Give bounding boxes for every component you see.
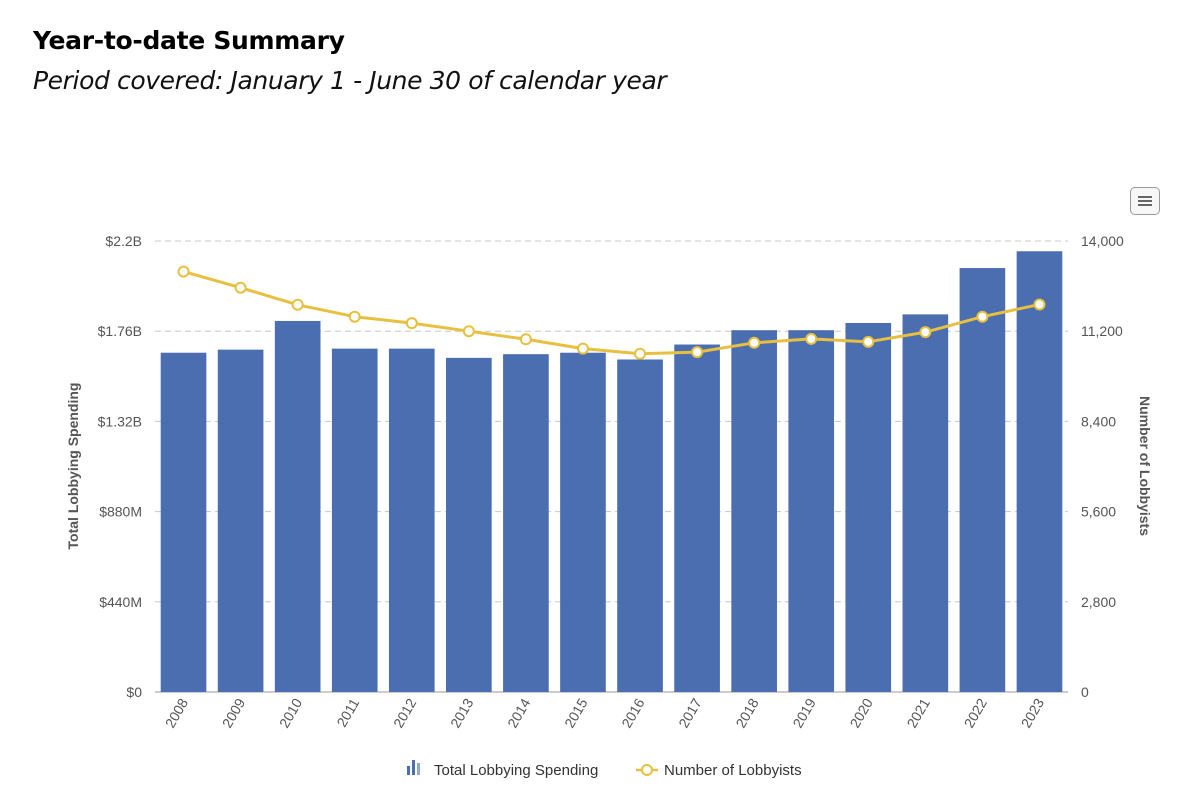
x-tick-label: 2012 [390,695,420,730]
legend-label-lobbyists: Number of Lobbyists [664,762,802,779]
lobbying-chart: $0 $440M $880M $1.32B $1.76B $2.2B 0 2,800 5,60… [65,233,1153,779]
right-tick-label: 8,400 [1081,413,1116,429]
lobbyists-point-2009 [234,281,247,294]
left-tick-label: $880M [99,504,142,520]
lobbyists-point-2016 [634,347,647,360]
x-tick-label: 2022 [961,695,991,730]
lobbyists-point-2017 [691,346,704,359]
left-tick-label: $0 [126,684,142,700]
left-tick-label: $440M [99,594,142,610]
points-layer [177,265,1046,360]
x-tick-label: 2015 [561,695,591,730]
bar-2023 [1016,251,1063,692]
menu-icon-line [1138,196,1152,198]
lobbyists-point-2022 [976,310,989,323]
lobbyists-point-2020 [862,335,875,348]
lobbyists-point-2021 [919,326,932,339]
line-layer [182,270,1041,356]
page-subheading: Period covered: January 1 - June 30 of c… [33,66,667,95]
x-tick-label: 2021 [904,695,934,730]
legend-bar-icon [417,763,420,775]
x-tick-label: 2011 [333,695,362,729]
lobbyists-point-2010 [291,298,304,311]
right-axis-ticks: 0 2,800 5,600 8,400 11,200 14,000 [1081,233,1124,700]
bar-2020 [845,323,892,692]
y2-axis-label: Number of Lobbyists [1137,396,1153,536]
x-tick-label: 2013 [447,695,477,730]
lobbyists-point-2023 [1033,298,1046,311]
lobbyists-point-2014 [519,333,532,346]
chart-container: $0 $440M $880M $1.32B $1.76B $2.2B 0 2,800 5,60… [0,220,1200,803]
legend-item-lobbyists[interactable]: Number of Lobbyists [636,762,802,779]
bar-2019 [788,330,835,692]
lobbyists-point-2015 [576,342,589,355]
menu-icon-line [1138,200,1152,202]
bar-2012 [388,348,435,692]
bar-2021 [902,314,949,692]
x-tick-label: 2009 [219,695,249,730]
lobbyists-point-2018 [748,336,761,349]
right-tick-label: 11,200 [1081,323,1123,339]
x-tick-label: 2018 [732,695,762,730]
x-axis-ticks: 2008 2009 2010 2011 2012 2013 2014 2015 2016 2017… [162,695,1047,730]
bar-2010 [274,320,321,692]
legend-bar-icon [412,760,415,775]
lobbyists-line [182,270,1041,356]
x-tick-label: 2020 [846,695,876,730]
left-tick-label: $1.32B [98,413,142,429]
bar-2009 [217,349,264,692]
right-tick-label: 5,600 [1081,504,1116,520]
x-tick-label: 2010 [276,695,306,730]
lobbyists-point-2008 [177,265,190,278]
x-tick-label: 2016 [618,695,648,730]
legend-item-spending[interactable]: Total Lobbying Spending [407,760,598,779]
bar-2018 [731,330,777,692]
right-tick-label: 0 [1081,684,1089,700]
bars-layer [160,251,1063,692]
left-tick-label: $1.76B [98,323,142,339]
bar-2013 [446,357,492,692]
x-tick-label: 2017 [675,695,705,730]
legend-bar-icon [407,766,410,775]
bar-2022 [959,268,1006,692]
lobbyists-point-2011 [348,310,361,323]
bar-2016 [617,359,663,692]
left-tick-label: $2.2B [105,233,142,249]
y-axis-label: Total Lobbying Spending [65,383,81,550]
lobbyists-point-2019 [805,332,818,345]
left-axis-ticks: $0 $440M $880M $1.32B $1.76B $2.2B [98,233,143,700]
bar-2014 [503,354,549,692]
right-tick-label: 2,800 [1081,594,1116,610]
right-tick-label: 14,000 [1081,233,1124,249]
legend-label-spending: Total Lobbying Spending [434,762,598,779]
bar-2008 [160,352,207,692]
x-tick-label: 2023 [1018,695,1048,730]
x-tick-label: 2014 [504,695,534,730]
menu-icon-line [1138,204,1152,206]
x-tick-label: 2019 [789,695,819,730]
bar-2011 [331,348,378,692]
lobbyists-point-2013 [462,325,475,338]
bar-2015 [560,352,606,692]
chart-menu-button[interactable] [1130,187,1160,215]
legend-marker-icon [641,764,653,776]
x-tick-label: 2008 [162,695,192,730]
bar-2017 [674,344,720,692]
lobbyists-point-2012 [405,317,418,330]
page-heading: Year-to-date Summary [33,26,345,55]
